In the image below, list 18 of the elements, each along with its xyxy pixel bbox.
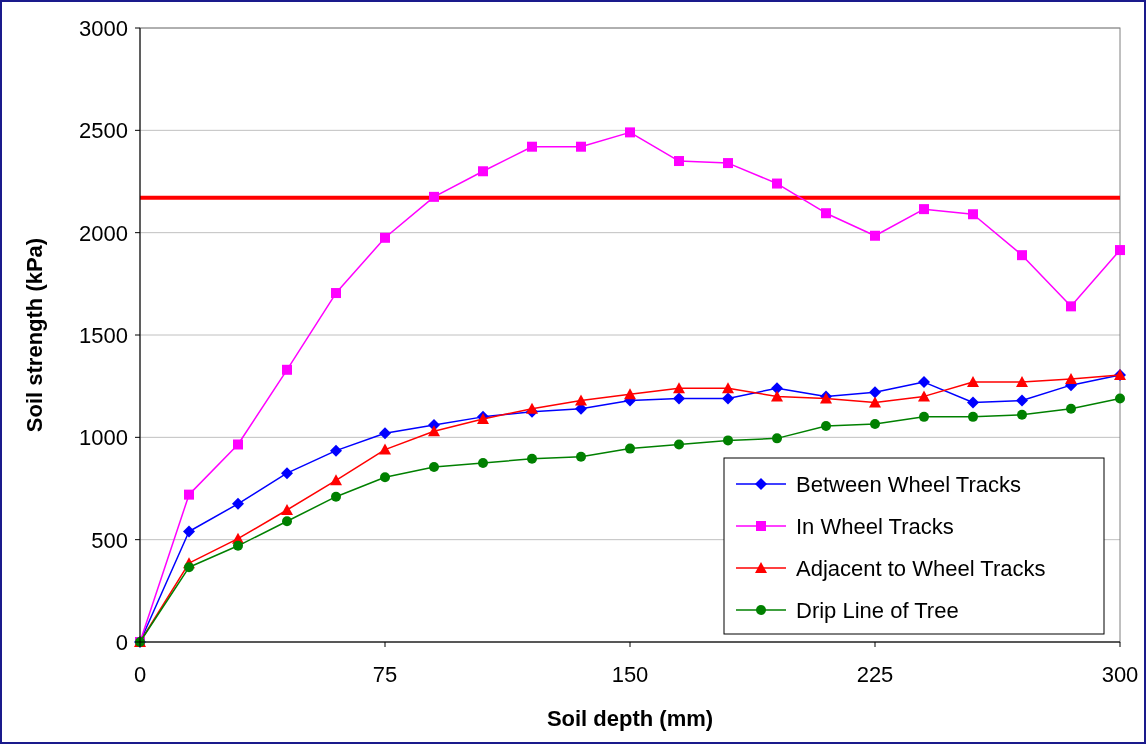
x-tick-label: 225 <box>856 662 894 687</box>
y-tick-label: 1000 <box>79 425 128 451</box>
legend-label: In Wheel Tracks <box>796 514 954 539</box>
x-axis-title: Soil depth (mm) <box>546 706 714 731</box>
y-tick-label: 0 <box>115 630 128 655</box>
legend-label: Drip Line of Tree <box>796 598 959 623</box>
y-tick-label: 2500 <box>79 118 128 144</box>
y-tick-label: 1500 <box>79 323 128 348</box>
legend-label: Adjacent to Wheel Tracks <box>796 556 1046 581</box>
y-tick-label: 3000 <box>79 16 128 41</box>
x-tick-label: 75 <box>372 662 398 687</box>
legend-label: Between Wheel Tracks <box>796 472 1021 497</box>
y-tick-label: 500 <box>91 527 128 553</box>
y-tick-label: 2000 <box>79 220 128 246</box>
x-tick-label: 0 <box>133 662 147 687</box>
x-tick-label: 150 <box>611 662 649 687</box>
y-axis-title: Soil strength (kPa) <box>22 237 47 433</box>
x-tick-label: 300 <box>1101 662 1139 687</box>
